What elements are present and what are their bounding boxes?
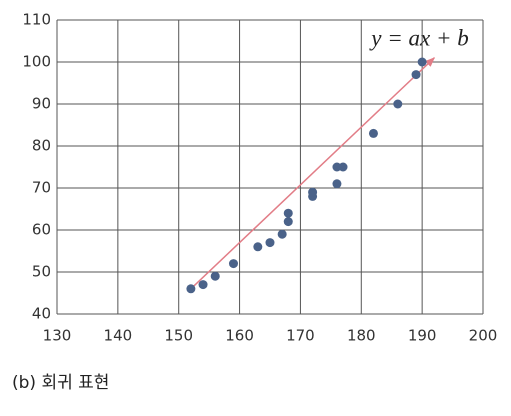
point bbox=[417, 57, 427, 67]
point bbox=[283, 217, 293, 227]
x-tick-label: 200 bbox=[469, 327, 498, 345]
y-tick-label: 60 bbox=[32, 221, 51, 239]
y-tick-label: 80 bbox=[32, 137, 51, 155]
point bbox=[368, 128, 378, 138]
y-tick-label: 50 bbox=[32, 263, 51, 281]
point bbox=[338, 162, 348, 172]
point bbox=[253, 242, 263, 252]
y-tick-label: 110 bbox=[22, 11, 51, 29]
point bbox=[308, 187, 318, 197]
x-tick-label: 190 bbox=[408, 327, 437, 345]
regression-arrow bbox=[190, 57, 436, 290]
point bbox=[186, 284, 196, 294]
point bbox=[393, 99, 403, 109]
x-tick-label: 140 bbox=[104, 327, 133, 345]
annotation: y = ax + b bbox=[369, 25, 468, 50]
point bbox=[210, 271, 220, 281]
x-tick-label: 150 bbox=[164, 327, 193, 345]
point bbox=[277, 229, 287, 239]
point bbox=[411, 70, 421, 80]
point bbox=[283, 208, 293, 218]
y-tick-label: 40 bbox=[32, 305, 51, 323]
point bbox=[265, 238, 275, 248]
point bbox=[332, 179, 342, 189]
y-tick-label: 90 bbox=[32, 95, 51, 113]
x-tick-label: 180 bbox=[347, 327, 376, 345]
y-tick-label: 70 bbox=[32, 179, 51, 197]
x-tick-label: 130 bbox=[43, 327, 72, 345]
x-tick-label: 170 bbox=[286, 327, 315, 345]
caption: (b) 회귀 표현 bbox=[12, 373, 109, 393]
x-tick-label: 160 bbox=[225, 327, 254, 345]
point bbox=[198, 280, 208, 290]
y-tick-label: 100 bbox=[22, 53, 51, 71]
point bbox=[228, 259, 238, 269]
